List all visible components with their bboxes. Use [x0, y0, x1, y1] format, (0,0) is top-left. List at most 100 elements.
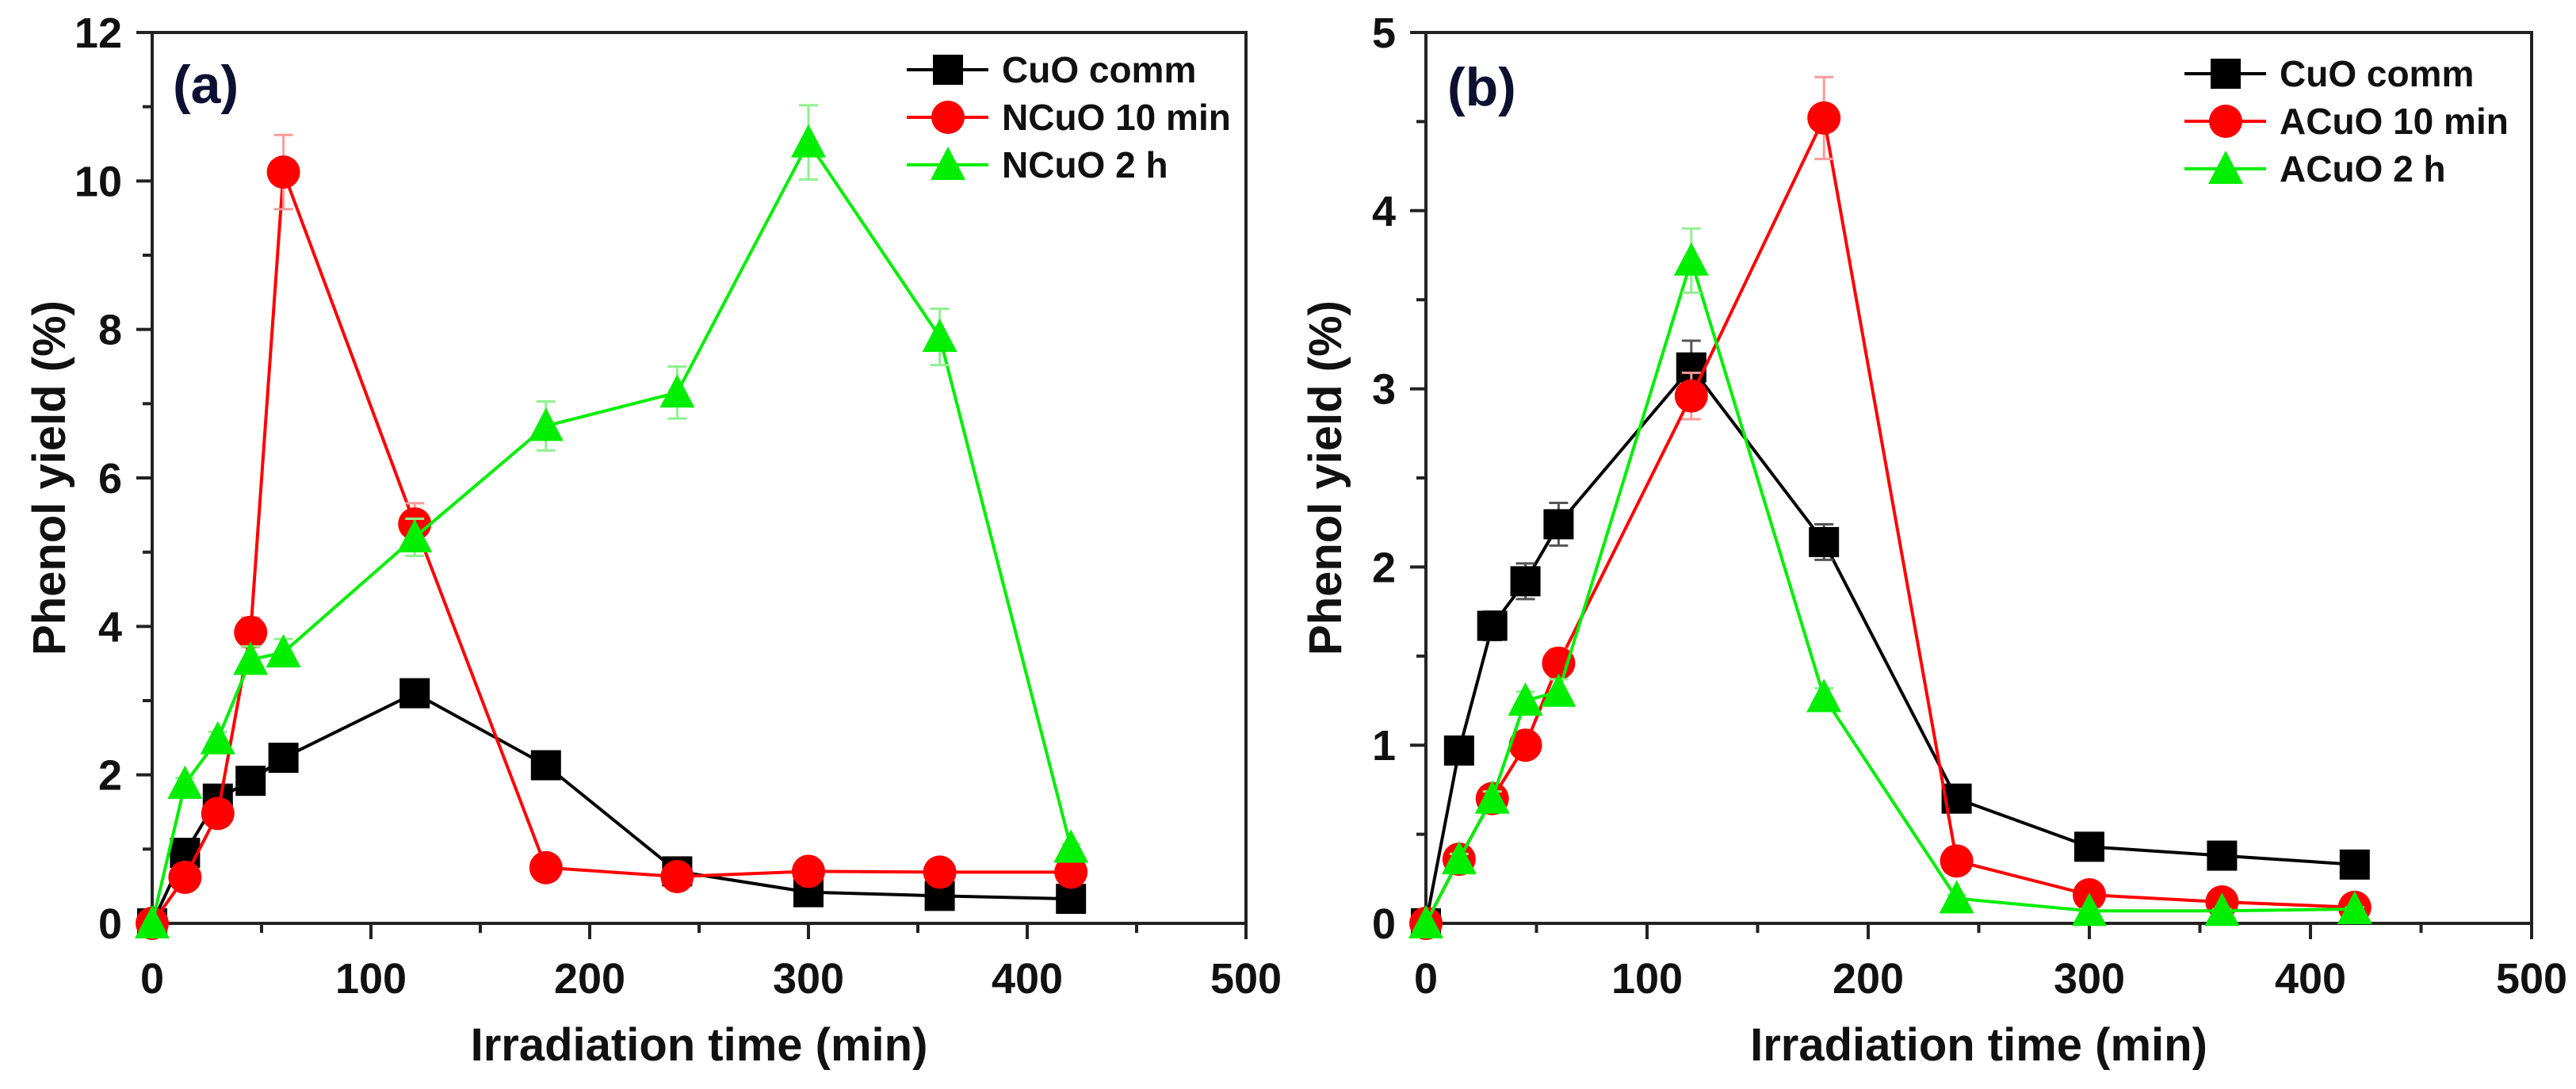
series-line: [151, 139, 1073, 924]
y-tick-label: 1: [1372, 722, 1396, 770]
x-tick-label: 0: [1414, 955, 1438, 1003]
y-axis-title: Phenol yield (%): [24, 300, 75, 655]
data-point: [923, 855, 957, 889]
data-point: [1940, 844, 1974, 878]
data-point: [397, 518, 433, 552]
series-acuo-2-h: [1408, 227, 2372, 938]
data-point: [1474, 780, 1510, 814]
data-point: [1054, 855, 1088, 889]
data-point: [168, 860, 202, 894]
data-point: [268, 743, 299, 774]
data-point: [791, 124, 826, 158]
data-point: [2072, 892, 2107, 927]
data-point: [922, 319, 957, 353]
series-line: [151, 171, 1072, 925]
legend-marker: [933, 55, 963, 85]
x-tick-label: 300: [773, 955, 844, 1003]
x-tick-label: 500: [2496, 955, 2567, 1003]
data-point: [233, 641, 269, 675]
legend-label: ACuO 10 min: [2280, 101, 2509, 142]
y-tick-label: 4: [98, 603, 122, 651]
legend-entry: CuO comm: [907, 49, 1196, 90]
legend-label: CuO comm: [1002, 49, 1196, 90]
data-point: [1543, 509, 1574, 540]
x-tick-label: 500: [1210, 955, 1282, 1003]
data-point: [1441, 841, 1477, 875]
series-line: [1424, 365, 2355, 924]
legend-marker: [2208, 151, 2243, 184]
panel-label: (b): [1447, 57, 1516, 117]
y-tick-label: 12: [75, 10, 122, 57]
x-tick-label: 400: [2275, 955, 2346, 1003]
legend-entry: NCuO 10 min: [907, 97, 1231, 138]
x-tick-label: 200: [1833, 955, 1904, 1003]
y-tick-label: 10: [75, 158, 122, 205]
data-point: [135, 905, 170, 938]
y-tick-label: 6: [98, 455, 122, 502]
data-point: [1053, 829, 1089, 863]
data-point: [1477, 610, 1508, 641]
data-point: [659, 374, 695, 408]
data-point: [1807, 101, 1841, 135]
y-axis-title: Phenol yield (%): [1300, 300, 1351, 655]
data-point: [399, 678, 430, 709]
legend-label: NCuO 10 min: [1002, 97, 1231, 138]
data-point: [200, 720, 235, 755]
y-tick-label: 3: [1372, 366, 1396, 414]
data-point: [1508, 728, 1542, 762]
data-point: [1542, 646, 1576, 680]
x-tick-label: 400: [992, 955, 1063, 1003]
x-tick-label: 100: [1611, 955, 1683, 1003]
data-point: [1508, 682, 1543, 716]
legend-label: NCuO 2 h: [1002, 144, 1168, 185]
series-line: [1424, 254, 2355, 924]
x-axis-title: Irradiation time (min): [1750, 1019, 2207, 1071]
x-tick-label: 200: [554, 955, 625, 1003]
y-tick-label: 4: [1372, 188, 1396, 235]
data-point: [1939, 880, 1974, 914]
data-point: [167, 765, 203, 799]
chart-panel-b: 0 100 200 300 400 500 0 1 2 3 4 5 Irradiation time (…: [1300, 10, 2567, 1071]
data-point: [1056, 884, 1087, 915]
x-tick-label: 300: [2054, 955, 2125, 1003]
data-point: [1443, 735, 1474, 766]
data-point: [792, 854, 825, 888]
legend-entry: CuO comm: [2184, 53, 2474, 94]
legend-label: ACuO 2 h: [2280, 148, 2446, 189]
panel-label: (a): [173, 55, 239, 115]
y-tick-label: 2: [98, 752, 122, 800]
legend-entry: NCuO 2 h: [907, 144, 1168, 185]
data-point: [1510, 566, 1541, 597]
legend-marker: [2209, 105, 2242, 138]
data-point: [266, 155, 300, 189]
data-point: [530, 750, 561, 781]
legend-label: CuO comm: [2280, 53, 2474, 94]
data-point: [528, 407, 564, 441]
y-tick-label: 0: [1372, 900, 1396, 948]
data-point: [1673, 242, 1709, 276]
x-tick-label: 0: [140, 955, 164, 1003]
data-point: [2207, 840, 2238, 871]
legend-entry: ACuO 2 h: [2184, 148, 2446, 189]
data-point: [201, 797, 235, 831]
data-point: [2337, 891, 2372, 925]
y-tick-label: 2: [1372, 544, 1396, 591]
data-point: [1806, 678, 1842, 713]
series-cuo-comm: [137, 678, 1087, 938]
data-point: [266, 634, 301, 668]
x-tick-label: 100: [335, 955, 407, 1003]
data-point: [2204, 892, 2240, 927]
data-point: [234, 615, 268, 649]
data-point: [235, 766, 266, 797]
legend-marker: [931, 147, 965, 180]
data-point: [1408, 905, 1443, 938]
data-point: [2074, 831, 2104, 862]
series-ncuo-10-min: [136, 133, 1088, 940]
legend-marker: [2211, 59, 2241, 89]
y-tick-label: 8: [98, 307, 122, 354]
y-tick-label: 5: [1372, 10, 1396, 57]
y-tick-label: 0: [98, 900, 122, 948]
data-point: [2339, 849, 2370, 880]
legend-marker: [931, 101, 965, 134]
